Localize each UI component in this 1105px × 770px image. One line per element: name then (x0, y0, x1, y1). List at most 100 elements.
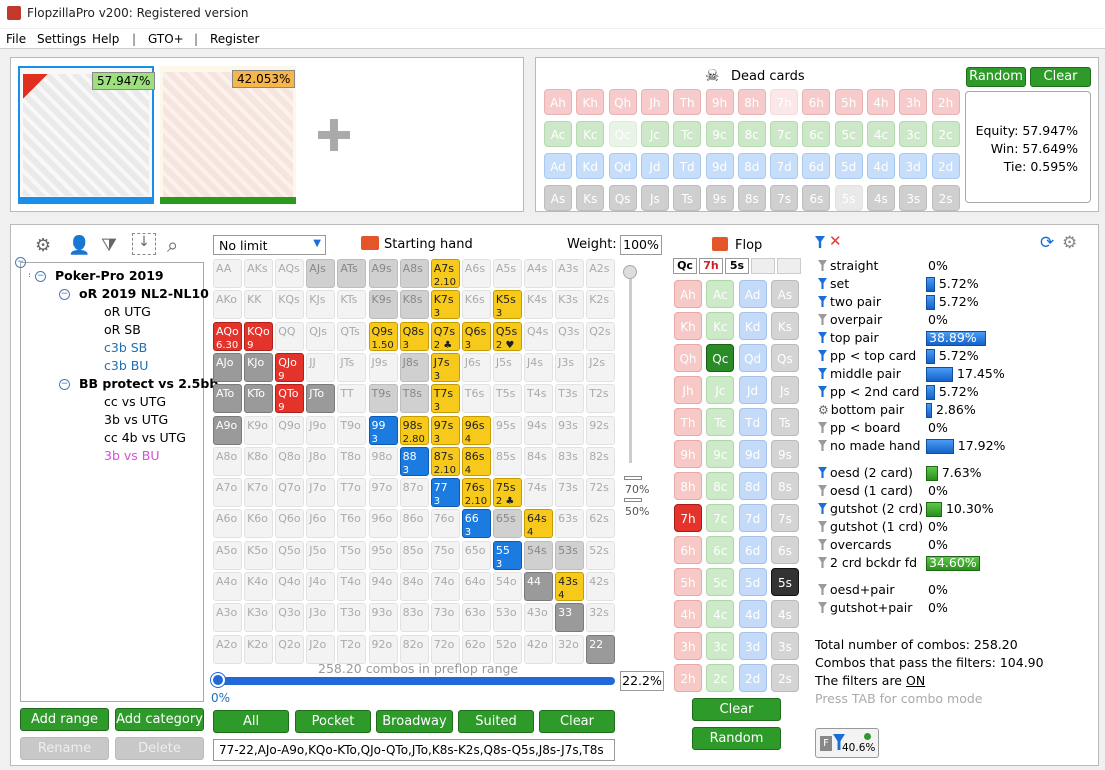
hand-84s[interactable]: 84s (524, 446, 553, 476)
stat-row[interactable]: overcards (818, 537, 892, 553)
hand-QJs[interactable]: QJs (306, 321, 336, 351)
dead-card-Td[interactable]: Td (673, 153, 702, 179)
hand-K5s[interactable]: K5s 3 (492, 290, 522, 320)
hand-52o[interactable]: 52o (492, 634, 522, 664)
hand-J8o[interactable]: J8o (306, 446, 336, 476)
flop-card-Jd[interactable]: Jd (738, 376, 767, 404)
menu-file[interactable]: File (6, 32, 27, 46)
dead-clear-button[interactable]: Clear (1030, 67, 1091, 87)
hand-92o[interactable]: 92o (368, 634, 398, 664)
hand-J3o[interactable]: J3o (306, 603, 336, 633)
settings-gear-icon[interactable]: ⚙ (35, 235, 52, 256)
hand-AJs[interactable]: AJs (306, 259, 336, 288)
hand-63s[interactable]: 63s (555, 509, 585, 539)
dead-card-8h[interactable]: 8h (737, 89, 766, 115)
stat-row[interactable]: two pair (818, 294, 881, 310)
flop-card-9s[interactable]: 9s (770, 440, 799, 468)
flop-card-4d[interactable]: 4d (738, 600, 767, 628)
dead-card-9s[interactable]: 9s (705, 185, 734, 211)
hand-K2o[interactable]: K2o (244, 634, 274, 664)
hand-Q5o[interactable]: Q5o (275, 540, 305, 570)
filter-badge[interactable]: F 40.6% (815, 728, 879, 758)
hand-K3s[interactable]: K3s (555, 290, 585, 320)
dead-card-4c[interactable]: 4c (867, 121, 895, 147)
hand-T5o[interactable]: T5o (337, 540, 367, 570)
hand-73o[interactable]: 73o (430, 603, 460, 633)
hand-Q4s[interactable]: Q4s (524, 321, 553, 351)
flop-card-Ah[interactable]: Ah (674, 280, 702, 308)
hand-63o[interactable]: 63o (461, 603, 491, 633)
hand-97o[interactable]: 97o (368, 478, 398, 508)
user-icon[interactable]: 👤 (68, 235, 91, 256)
menu-register[interactable]: Register (210, 32, 260, 46)
hand-TT[interactable]: TT (337, 384, 367, 414)
flop-card-5h[interactable]: 5h (674, 568, 702, 596)
hand-83s[interactable]: 83s (555, 446, 585, 476)
hand-QTs[interactable]: QTs (337, 321, 367, 351)
dead-card-6s[interactable]: 6s (802, 185, 831, 211)
flop-card-Qd[interactable]: Qd (738, 344, 767, 372)
dead-card-Jc[interactable]: Jc (640, 121, 669, 147)
range-slider-track[interactable] (213, 677, 615, 685)
hand-KQs[interactable]: KQs (275, 290, 305, 320)
flop-card-3h[interactable]: 3h (674, 632, 702, 660)
hand-J9o[interactable]: J9o (306, 415, 336, 445)
hand-Q2o[interactable]: Q2o (275, 634, 305, 664)
tree-item[interactable]: oR SB (104, 322, 141, 337)
hand-43o[interactable]: 43o (524, 603, 553, 633)
add-category-button[interactable]: Add category (115, 708, 204, 731)
tree-group-1[interactable]: oR 2019 NL2-NL10 (79, 286, 209, 301)
hand-J6o[interactable]: J6o (306, 509, 336, 539)
flop-card-Qs[interactable]: Qs (770, 344, 799, 372)
hand-86s[interactable]: 86s 4 (461, 446, 491, 476)
hand-T8o[interactable]: T8o (337, 446, 367, 476)
dead-card-8s[interactable]: 8s (737, 185, 766, 211)
hand-98o[interactable]: 98o (368, 446, 398, 476)
hand-J2o[interactable]: J2o (306, 634, 336, 664)
hand-Q4o[interactable]: Q4o (275, 572, 305, 601)
flop-card-9d[interactable]: 9d (738, 440, 767, 468)
flop-random-button[interactable]: Random (692, 727, 781, 750)
hand-T3s[interactable]: T3s (555, 384, 585, 414)
hand-65o[interactable]: 65o (461, 540, 491, 570)
hand-KTs[interactable]: KTs (337, 290, 367, 320)
hand-73s[interactable]: 73s (555, 478, 585, 508)
hand-42o[interactable]: 42o (524, 634, 553, 664)
hand-K7o[interactable]: K7o (244, 478, 274, 508)
preset-50-icon[interactable] (624, 498, 642, 502)
dead-card-7c[interactable]: 7c (770, 121, 799, 147)
flop-card-Td[interactable]: Td (738, 408, 767, 436)
hand-JJ[interactable]: JJ (306, 352, 336, 382)
hand-T7s[interactable]: T7s 3 (430, 384, 460, 414)
flop-card-Qh[interactable]: Qh (674, 344, 702, 372)
hand-Q3o[interactable]: Q3o (275, 603, 305, 633)
flop-card-5c[interactable]: 5c (706, 568, 735, 596)
hand-54s[interactable]: 54s (524, 540, 553, 570)
hand-65s[interactable]: 65s (492, 509, 522, 539)
hand-96o[interactable]: 96o (368, 509, 398, 539)
flop-card-7c[interactable]: 7c (706, 504, 735, 532)
hand-87o[interactable]: 87o (399, 478, 429, 508)
hand-32s[interactable]: 32s (586, 603, 616, 633)
hand-A8o[interactable]: A8o (213, 446, 242, 476)
select-suited-button[interactable]: Suited (458, 710, 534, 733)
hand-32o[interactable]: 32o (555, 634, 585, 664)
flop-card-2d[interactable]: 2d (738, 664, 767, 692)
hand-A9s[interactable]: A9s (368, 259, 398, 288)
dead-card-5s[interactable]: 5s (834, 185, 863, 211)
hand-K9o[interactable]: K9o (244, 415, 274, 445)
stat-row[interactable]: straight (818, 258, 878, 274)
weight-slider-thumb[interactable] (623, 265, 637, 279)
filters-on-link[interactable]: ON (905, 673, 926, 688)
refresh-icon[interactable]: ⟳ (1040, 233, 1055, 253)
dead-card-3c[interactable]: 3c (899, 121, 928, 147)
flop-card-6d[interactable]: 6d (738, 536, 767, 564)
select-all-button[interactable]: All (213, 710, 289, 733)
weight-input[interactable]: 100% (620, 235, 662, 255)
hand-A7o[interactable]: A7o (213, 478, 242, 508)
hand-76o[interactable]: 76o (430, 509, 460, 539)
dead-card-7d[interactable]: 7d (770, 153, 799, 179)
hand-A8s[interactable]: A8s (399, 259, 429, 288)
hand-K6s[interactable]: K6s (461, 290, 491, 320)
hand-T4s[interactable]: T4s (524, 384, 553, 414)
